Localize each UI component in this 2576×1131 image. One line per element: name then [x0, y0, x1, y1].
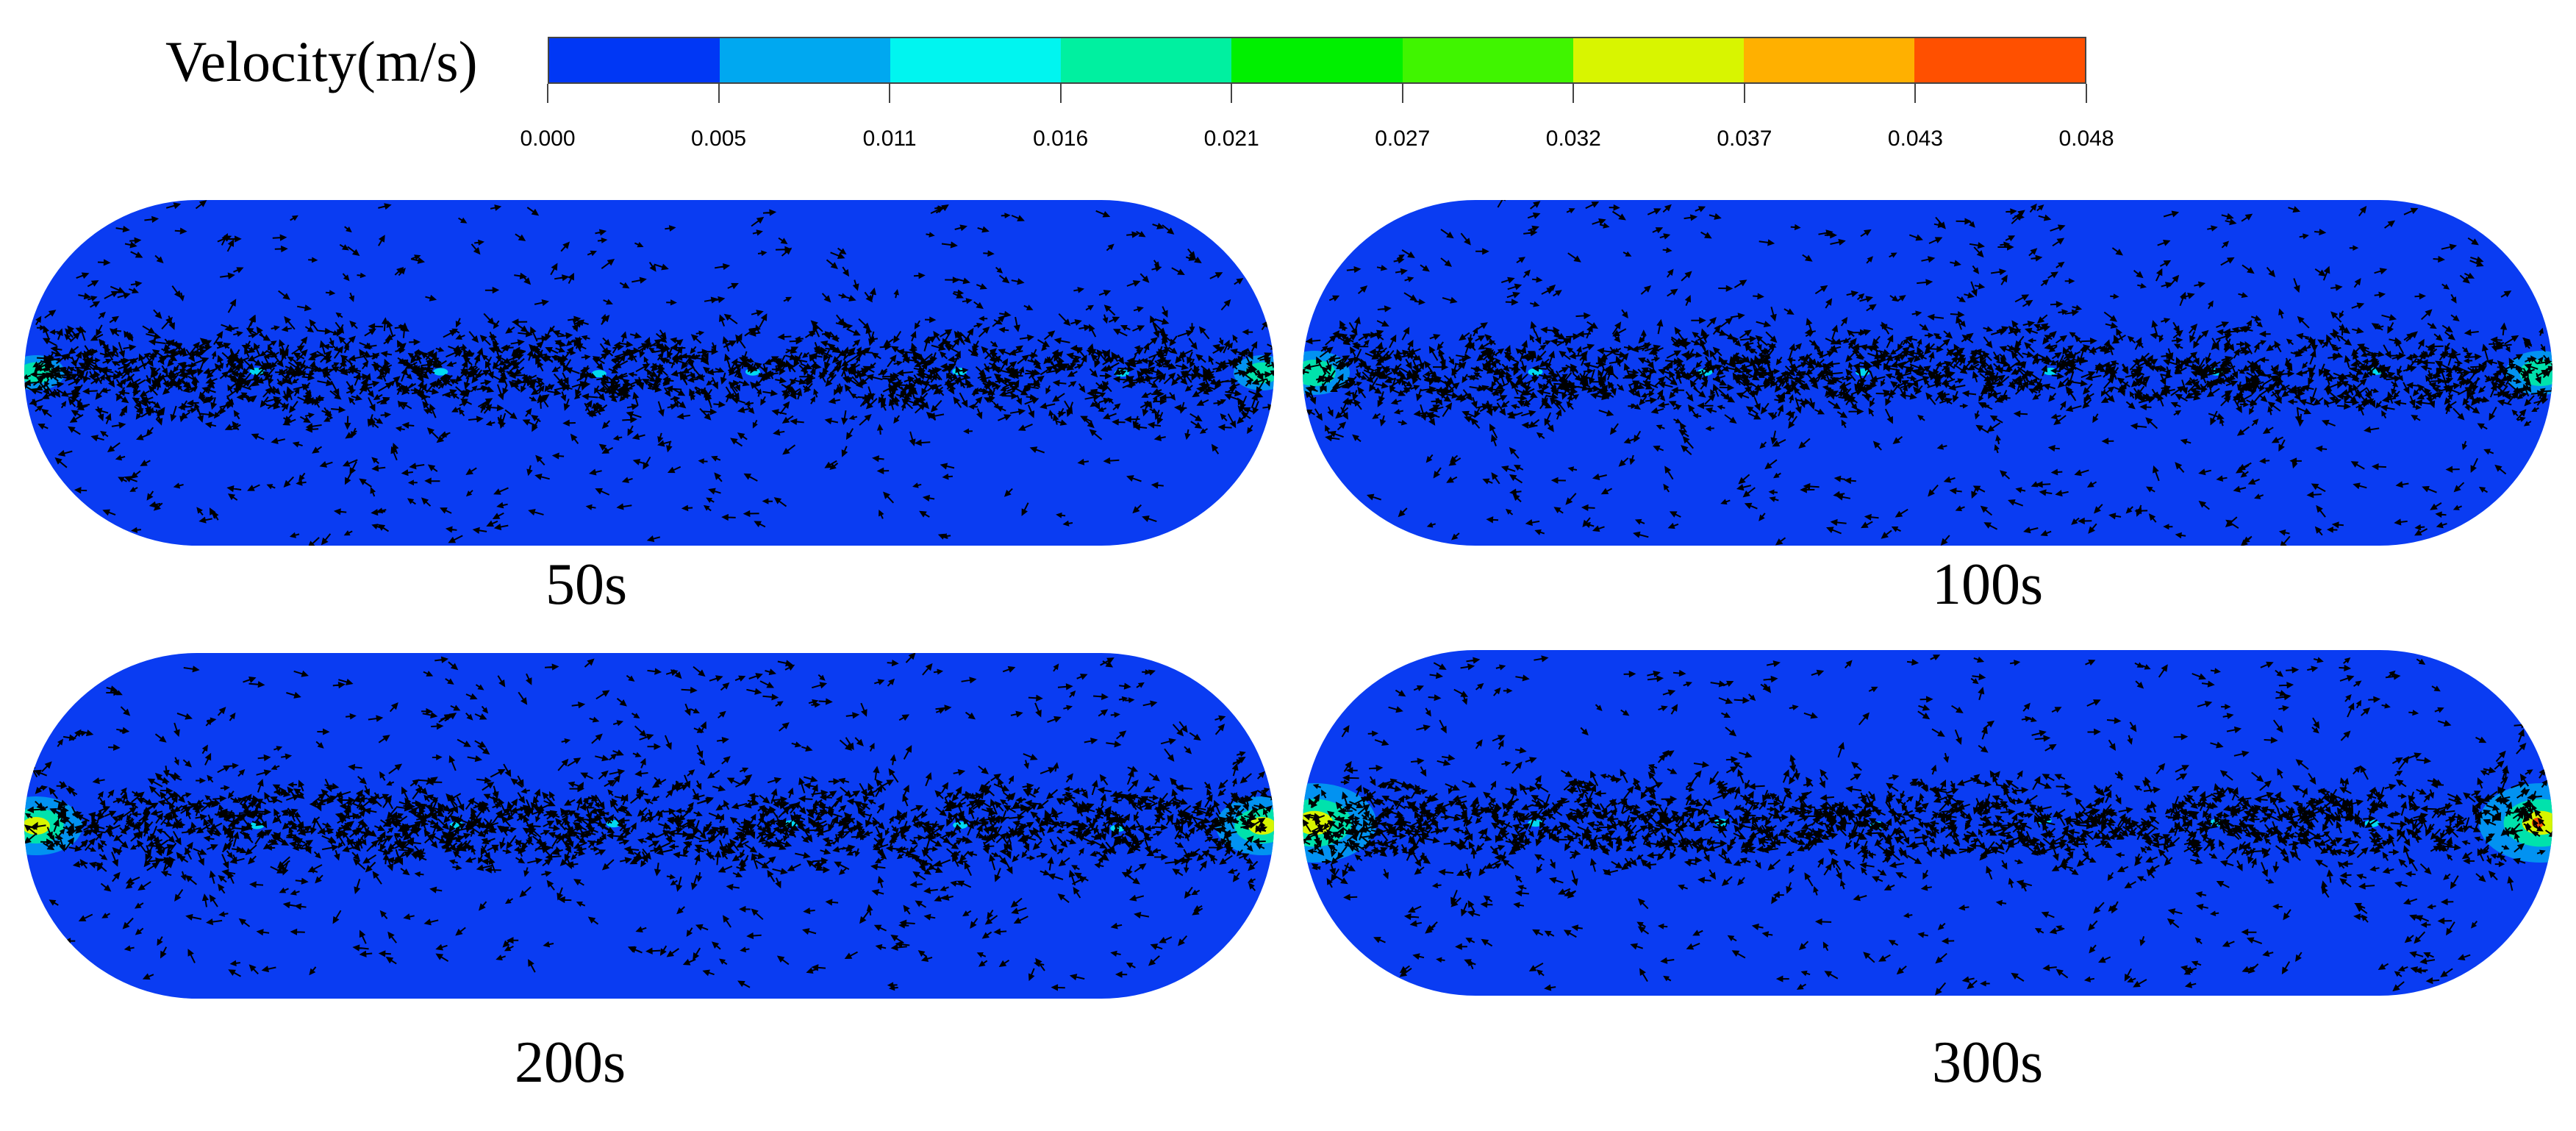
colorbar-segment-6 — [1573, 38, 1744, 82]
colorbar-tick-label: 0.032 — [1545, 126, 1601, 151]
panel-200s — [24, 653, 1274, 999]
velocity-vectors — [1303, 200, 2552, 546]
colorbar-tick-mark — [547, 84, 548, 103]
colorbar-tick-mark — [1914, 84, 1917, 103]
velocity-vectors — [24, 653, 1274, 991]
panel-label-100s: 100s — [1932, 552, 2044, 617]
velocity-field-300s — [1303, 650, 2552, 996]
velocity-field-200s — [24, 653, 1274, 999]
panel-label-200s: 200s — [515, 1030, 626, 1095]
colorbar-tick-label: 0.005 — [691, 126, 747, 151]
panel-label-300s: 300s — [1932, 1030, 2044, 1095]
colorbar-tick-mark — [718, 84, 720, 103]
colorbar-tick-label: 0.021 — [1203, 126, 1259, 151]
flow-domain — [1303, 200, 2552, 546]
colorbar-tick-mark — [1743, 84, 1745, 103]
colorbar-tick-mark — [1401, 84, 1403, 103]
panel-label-50s: 50s — [545, 552, 628, 617]
colorbar-ticks: 0.000 0.005 0.011 0.016 0.021 0.027 0.032 0.037… — [520, 84, 2114, 157]
panel-100s — [1303, 200, 2552, 546]
velocity-vectors — [24, 200, 1274, 546]
colorbar-segment-8 — [1914, 38, 2085, 82]
panel-300s — [1303, 650, 2552, 996]
colorbar-tick-label: 0.000 — [520, 126, 576, 151]
colorbar-tick-label: 0.048 — [2058, 126, 2114, 151]
colorbar-tick-label: 0.027 — [1375, 126, 1431, 151]
colorbar-segment-1 — [720, 38, 891, 82]
colorbar-tick-label: 0.037 — [1717, 126, 1772, 151]
colorbar-segment-5 — [1402, 38, 1573, 82]
velocity-vectors — [1303, 654, 2552, 996]
legend-title: Velocity(m/s) — [165, 29, 478, 93]
colorbar-tick-label: 0.016 — [1033, 126, 1089, 151]
colorbar-segment-3 — [1061, 38, 1232, 82]
velocity-colorbar — [548, 37, 2086, 84]
panel-50s — [24, 200, 1274, 546]
colorbar-tick-mark — [1573, 84, 1575, 103]
colorbar-segment-0 — [549, 38, 720, 82]
colorbar-tick-mark — [2086, 84, 2087, 103]
colorbar-segment-4 — [1231, 38, 1403, 82]
flow-domain — [24, 653, 1274, 999]
colorbar-tick-label: 0.011 — [862, 126, 917, 151]
colorbar-tick-mark — [889, 84, 891, 103]
colorbar-tick-mark — [1059, 84, 1062, 103]
colorbar-segment-2 — [890, 38, 1062, 82]
colorbar-tick-mark — [1231, 84, 1233, 103]
velocity-field-50s — [24, 200, 1274, 546]
colorbar-segment-7 — [1743, 38, 1914, 82]
colorbar-tick-label: 0.043 — [1887, 126, 1943, 151]
velocity-field-100s — [1303, 200, 2552, 546]
